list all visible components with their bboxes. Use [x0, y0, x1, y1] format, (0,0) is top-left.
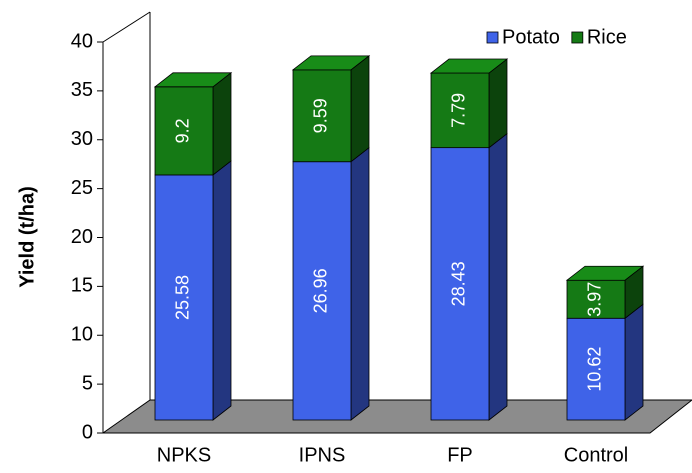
legend-swatch — [486, 31, 499, 44]
bar-side — [212, 160, 232, 421]
wall-edge — [102, 11, 151, 43]
x-tick-label: FP — [447, 444, 473, 466]
x-tick-label: IPNS — [299, 444, 346, 466]
x-tick-label: NPKS — [157, 444, 211, 466]
y-tick-label: 10 — [71, 324, 93, 346]
y-tick-label: 30 — [71, 128, 93, 150]
legend-label: Potato — [502, 26, 560, 48]
bar-side — [488, 58, 508, 149]
bar — [292, 161, 352, 421]
y-tick-label: 0 — [82, 421, 93, 443]
y-tick-label: 5 — [82, 372, 93, 394]
bar — [154, 174, 214, 421]
value-label: 10.62 — [585, 347, 605, 392]
y-tick-label: 15 — [71, 275, 93, 297]
bar — [566, 317, 626, 421]
x-tick-label: Control — [564, 444, 628, 466]
bar-top — [291, 55, 371, 71]
bar — [292, 69, 352, 163]
bar-side — [350, 146, 370, 421]
y-tick-label: 20 — [71, 226, 93, 248]
legend-swatch — [571, 31, 584, 44]
bar-side — [212, 71, 232, 176]
value-label: 3.97 — [585, 282, 605, 317]
bar — [154, 86, 214, 176]
value-label: 28.43 — [449, 261, 469, 306]
bar-side — [624, 303, 644, 421]
bar — [430, 72, 490, 149]
y-tick-label: 40 — [71, 30, 93, 52]
value-label: 26.96 — [311, 268, 331, 313]
y-tick-label: 35 — [71, 79, 93, 101]
bar-top — [429, 58, 509, 74]
value-label: 25.58 — [173, 275, 193, 320]
bar-side — [350, 55, 370, 163]
legend-label: Rice — [587, 26, 627, 48]
bar-top — [565, 265, 645, 281]
bar-side — [488, 132, 508, 421]
floor — [101, 399, 692, 434]
y-tick-label: 25 — [71, 177, 93, 199]
bar — [566, 279, 626, 319]
value-label: 9.59 — [311, 98, 331, 133]
bar-top — [153, 72, 233, 88]
value-label: 7.79 — [449, 93, 469, 128]
bar — [430, 147, 490, 421]
value-label: 9.2 — [173, 118, 193, 143]
y-axis-label: Yield (t/ha) — [16, 186, 38, 287]
